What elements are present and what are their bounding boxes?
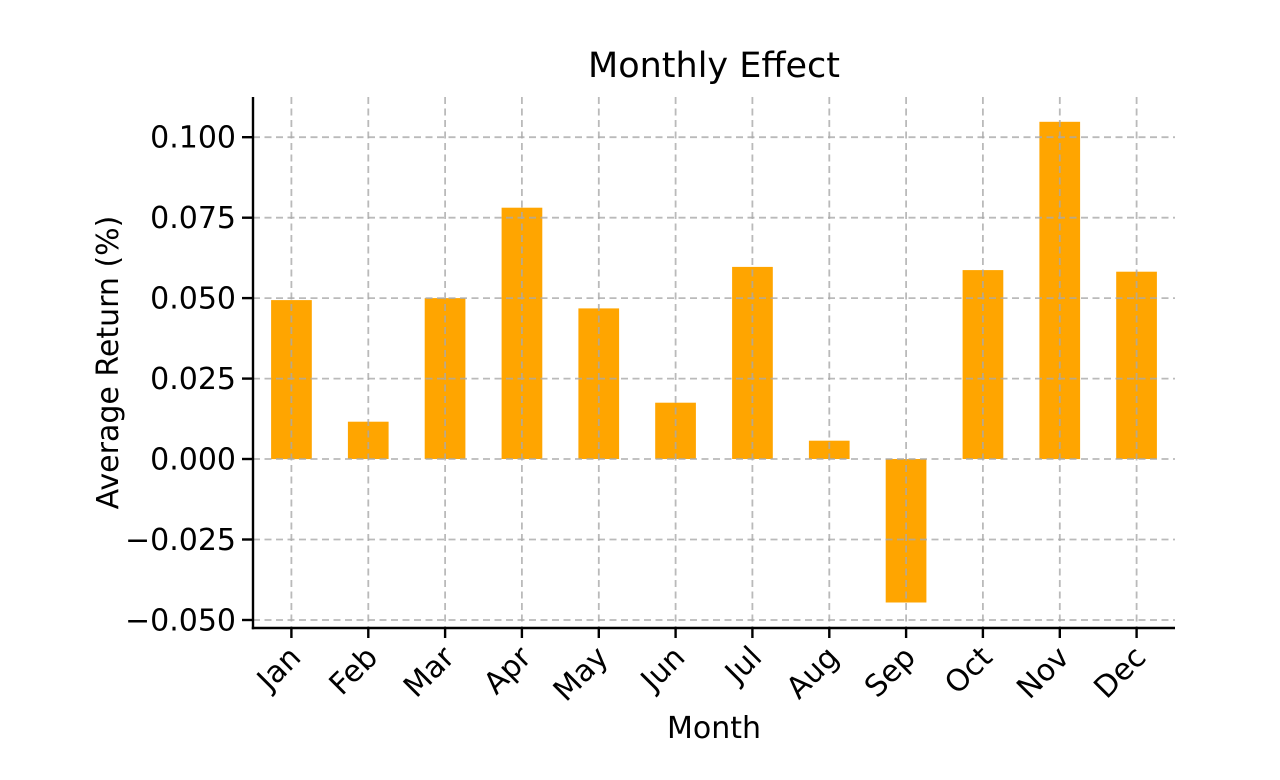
y-tick-label: −0.025: [125, 523, 236, 558]
bar-aug: [808, 440, 850, 459]
y-tick-label: 0.050: [150, 282, 236, 317]
x-tick-label-jul: Jul: [717, 640, 769, 692]
x-tick-label-jan: Jan: [249, 640, 308, 699]
y-tick-label: 0.000: [150, 443, 236, 478]
x-tick-label-jun: Jun: [633, 640, 692, 699]
x-tick-label-oct: Oct: [938, 640, 1000, 702]
chart-title: Monthly Effect: [588, 46, 840, 86]
y-tick-label: 0.025: [150, 362, 236, 397]
y-tick-label: 0.100: [150, 121, 236, 156]
x-tick-label-apr: Apr: [477, 639, 539, 701]
y-axis-label: Average Return (%): [91, 216, 126, 510]
x-tick-label-may: May: [547, 640, 616, 709]
y-tick-label: −0.050: [125, 604, 236, 639]
x-tick-label-sep: Sep: [858, 640, 923, 705]
x-tick-label-dec: Dec: [1087, 640, 1153, 706]
x-tick-label-nov: Nov: [1010, 640, 1076, 706]
y-tick-label: 0.075: [150, 201, 236, 236]
x-axis-label: Month: [667, 711, 761, 746]
x-tick-label-mar: Mar: [397, 639, 462, 704]
bar-feb: [347, 421, 389, 459]
x-tick-label-aug: Aug: [780, 640, 846, 706]
x-tick-label-feb: Feb: [323, 640, 385, 702]
